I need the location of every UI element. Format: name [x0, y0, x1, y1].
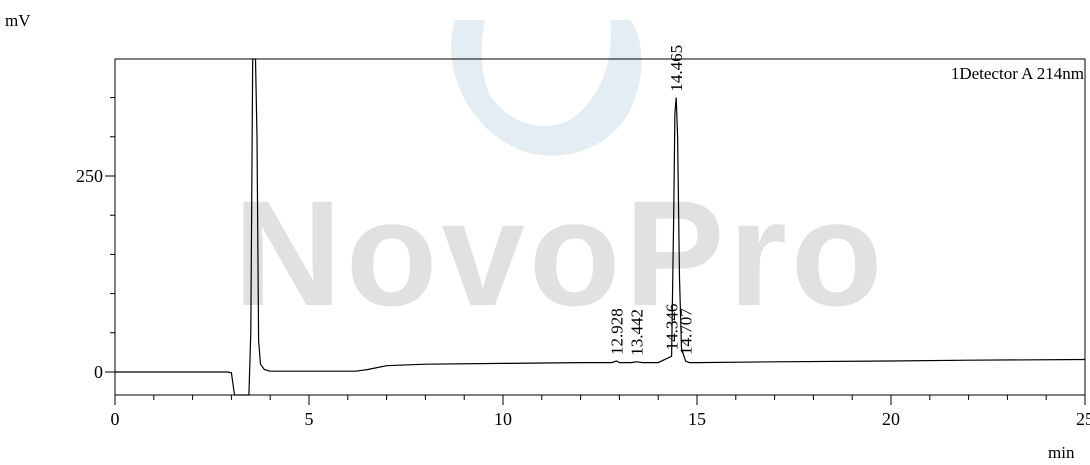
peak-label: 14.707: [677, 308, 696, 355]
x-tick-label: 5: [305, 409, 314, 429]
chromatogram-trace: [115, 58, 1086, 396]
y-tick-label: 0: [94, 362, 103, 382]
axis-ticks: [105, 97, 1086, 405]
x-tick-label: 25: [1076, 409, 1090, 429]
peak-label: 13.442: [628, 309, 647, 356]
trace-group: [115, 58, 1086, 396]
y-tick-label: 250: [76, 166, 103, 186]
legend-label: 1Detector A 214nm: [951, 64, 1084, 83]
x-tick-label: 10: [494, 409, 512, 429]
peak-label: 12.928: [608, 308, 627, 355]
x-axis-label: min: [1048, 443, 1075, 462]
x-tick-label: 15: [688, 409, 706, 429]
watermark-logo-icon: [451, 20, 642, 156]
watermark: NovoPro: [233, 20, 886, 337]
peak-label: 14.465: [667, 45, 686, 92]
peak-label: 14.346: [663, 304, 682, 351]
y-axis-label: mV: [5, 11, 31, 30]
peak-labels: 12.928 13.442 14.346 14.465 14.707: [608, 45, 696, 356]
x-tick-label: 0: [111, 409, 120, 429]
x-tick-label: 20: [882, 409, 900, 429]
watermark-text: NovoPro: [233, 169, 886, 337]
plot-frame: [114, 58, 1086, 396]
